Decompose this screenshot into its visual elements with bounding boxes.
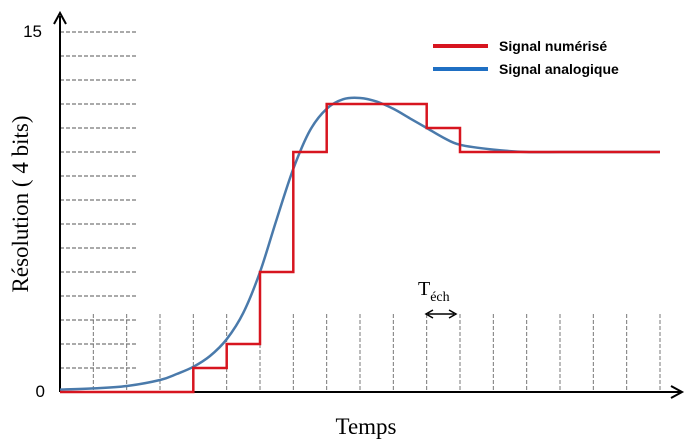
legend-label-digital: Signal numérisé <box>499 38 607 54</box>
y-axis-label: Résolution ( 4 bits) <box>8 116 33 293</box>
y-tick-label-top: 15 <box>23 22 42 41</box>
sampling-period-label: Téch <box>418 278 450 305</box>
sampling-period-main: T <box>418 278 430 300</box>
sampling-period-annotation: Téch <box>418 278 458 319</box>
sampling-period-arrow-right <box>448 309 458 319</box>
legend-label-analog: Signal analogique <box>499 61 619 77</box>
sampling-period-arrow-left <box>424 309 434 319</box>
y-tick-label-bottom: 0 <box>36 382 45 401</box>
x-axis-arrow <box>670 385 685 399</box>
y-axis-arrow <box>53 10 67 25</box>
legend: Signal numérisé Signal analogique <box>433 38 619 77</box>
sampling-period-subscript: éch <box>430 290 449 305</box>
x-axis-label: Temps <box>336 414 397 439</box>
vertical-grid <box>92 314 661 392</box>
digital-signal-line <box>60 102 660 394</box>
horizontal-grid <box>60 31 138 369</box>
